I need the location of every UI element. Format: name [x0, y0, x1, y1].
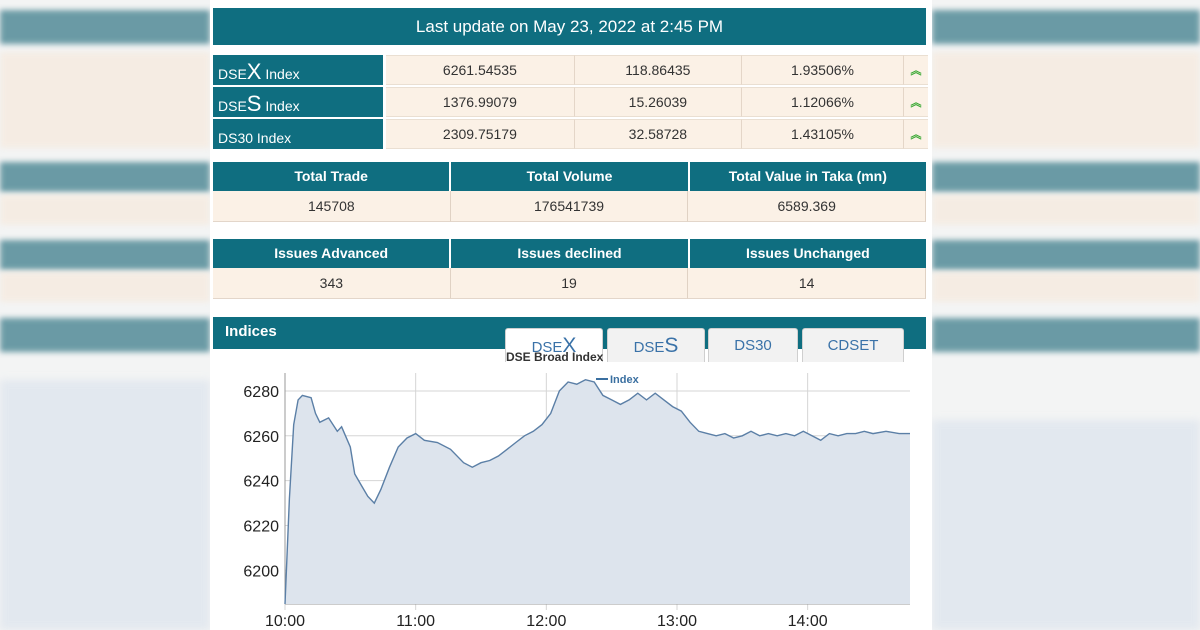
index-value: 6261.54535 — [386, 55, 575, 85]
y-axis: 6200 6220 6240 6260 6280 — [243, 384, 279, 580]
x-tick-label: 12:00 — [526, 613, 566, 630]
issues-unchanged-header: Issues Unchanged — [689, 239, 926, 268]
x-axis: 10:00 11:00 12:00 13:00 14:00 — [265, 613, 828, 630]
index-percent: 1.43105% — [741, 119, 904, 149]
y-tick-label: 6260 — [243, 429, 279, 446]
tab-dsex[interactable]: DSEX — [505, 328, 603, 362]
index-name[interactable]: DS30 Index — [213, 119, 386, 149]
total-volume-value: 176541739 — [450, 191, 689, 222]
trade-stats-table: Total Trade Total Volume Total Value in … — [213, 162, 927, 222]
index-row-ds30: DS30 Index 2309.75179 32.58728 1.43105% … — [213, 119, 928, 149]
tab-dses[interactable]: DSES — [607, 328, 705, 362]
index-name[interactable]: DSEX Index — [213, 55, 386, 85]
issues-advanced-value: 343 — [213, 268, 451, 299]
y-tick-label: 6240 — [243, 474, 279, 491]
index-name[interactable]: DSES Index — [213, 87, 386, 117]
total-trade-value: 145708 — [213, 191, 451, 222]
x-tick-label: 14:00 — [788, 613, 828, 630]
market-summary-panel: Last update on May 23, 2022 at 2:45 PM D… — [210, 0, 932, 630]
x-tick-label: 10:00 — [265, 613, 305, 630]
index-row-dsex: DSEX Index 6261.54535 118.86435 1.93506%… — [213, 55, 928, 85]
index-change: 32.58728 — [574, 119, 742, 149]
chart-legend: Index — [596, 374, 640, 386]
legend-label: Index — [610, 374, 640, 386]
index-percent: 1.93506% — [741, 55, 904, 85]
double-chevron-up-icon: ︽ — [904, 87, 928, 117]
index-line-chart: 6200 6220 6240 6260 6280 10:00 11:00 12:00 13:0… — [243, 373, 910, 630]
issues-declined-value: 19 — [450, 268, 689, 299]
y-tick-label: 6280 — [243, 384, 279, 401]
index-change: 118.86435 — [574, 55, 742, 85]
issues-table: Issues Advanced Issues declined Issues U… — [213, 239, 927, 299]
index-percent: 1.12066% — [741, 87, 904, 117]
double-chevron-up-icon: ︽ — [904, 119, 928, 149]
tab-cdset[interactable]: CDSET — [802, 328, 904, 362]
index-change: 15.26039 — [574, 87, 742, 117]
issues-advanced-header: Issues Advanced — [213, 239, 452, 268]
index-value: 2309.75179 — [386, 119, 575, 149]
x-tick-label: 13:00 — [657, 613, 697, 630]
backdrop-right — [932, 0, 1200, 630]
chart-title: DSE Broad Index — [506, 350, 604, 364]
index-value: 1376.99079 — [386, 87, 575, 117]
total-value-header: Total Value in Taka (mn) — [689, 162, 926, 191]
last-update-header: Last update on May 23, 2022 at 2:45 PM — [213, 8, 926, 45]
index-table: DSEX Index 6261.54535 118.86435 1.93506%… — [213, 53, 928, 151]
double-chevron-up-icon: ︽ — [904, 55, 928, 85]
issues-declined-header: Issues declined — [451, 239, 690, 268]
total-value-value: 6589.369 — [688, 191, 927, 222]
index-line — [284, 378, 910, 605]
backdrop-left — [0, 0, 210, 630]
x-tick-label: 11:00 — [396, 613, 435, 630]
issues-unchanged-value: 14 — [688, 268, 927, 299]
y-tick-label: 6220 — [243, 519, 279, 536]
total-volume-header: Total Volume — [451, 162, 690, 191]
tab-ds30[interactable]: DS30 — [708, 328, 798, 362]
index-row-dses: DSES Index 1376.99079 15.26039 1.12066% … — [213, 87, 928, 117]
y-tick-label: 6200 — [243, 563, 279, 580]
index-area — [285, 379, 910, 604]
total-trade-header: Total Trade — [213, 162, 452, 191]
